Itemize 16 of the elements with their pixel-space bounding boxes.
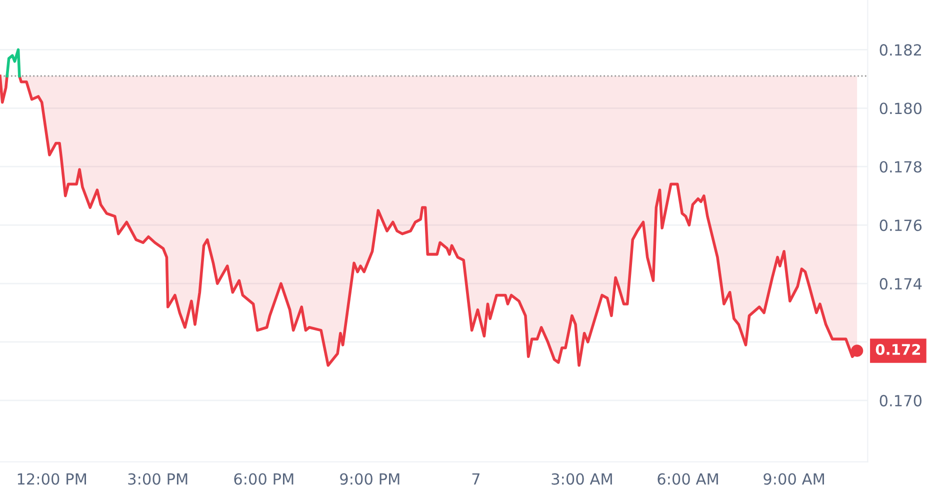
- y-tick-label: 0.170: [880, 394, 922, 406]
- y-tick-label: 0.182: [880, 44, 921, 56]
- y-tick-label: 0.174: [880, 278, 922, 290]
- x-tick-label: 6:00 AM: [658, 473, 718, 485]
- x-tick-label: 7: [472, 473, 480, 485]
- x-tick-label: 3:00 PM: [128, 473, 188, 485]
- x-tick-label: 9:00 AM: [764, 473, 824, 485]
- y-tick-label: 0.176: [880, 220, 922, 232]
- x-tick-label: 6:00 PM: [234, 473, 294, 485]
- y-tick-label: 0.180: [880, 102, 922, 114]
- y-tick-label: 0.178: [880, 161, 922, 173]
- x-tick-label: 12:00 PM: [18, 473, 86, 485]
- line-series: [6, 48, 21, 78]
- x-tick-label: 9:00 PM: [340, 473, 400, 485]
- x-tick-label: 3:00 AM: [552, 473, 612, 485]
- annotation: 0.172: [876, 344, 920, 355]
